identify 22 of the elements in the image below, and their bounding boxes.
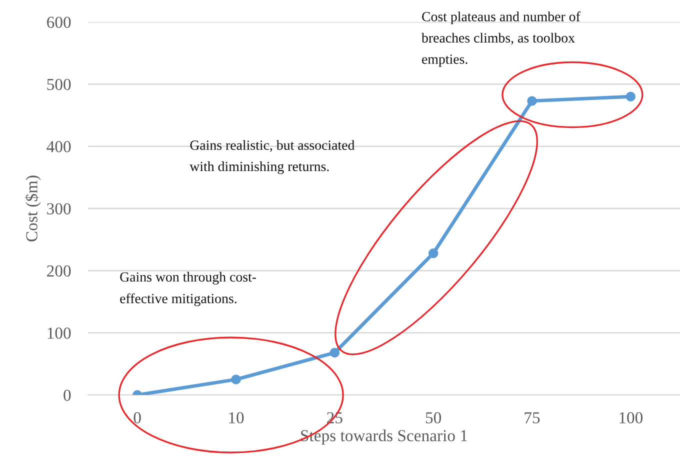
x-tick-label: 10	[229, 412, 244, 424]
y-tick-label: 0	[64, 390, 71, 401]
y-axis-title: Cost ($m)	[25, 176, 41, 242]
point	[428, 248, 438, 258]
annotation: Gains realistic, but associated with diminishing returns.	[190, 140, 355, 174]
y-tick-label: 600	[47, 16, 71, 28]
x-tick-label: 75	[524, 412, 540, 424]
y-tick-label: 200	[47, 265, 71, 277]
x-tick-label: 0	[134, 412, 141, 424]
y-tick-label: 100	[48, 328, 71, 339]
annotation: Gains won through cost- effective mitigations.	[120, 272, 256, 306]
point	[231, 374, 241, 384]
annotation: Cost plateaus and number of breaches climbs, as toolbox empties.	[421, 11, 580, 67]
point	[626, 92, 636, 102]
point	[527, 96, 537, 106]
y-tick-label: 400	[46, 141, 71, 152]
point	[330, 348, 340, 358]
y-tick-label: 500	[47, 78, 71, 90]
x-axis-title: Steps towards Scenario 1	[301, 430, 468, 445]
x-tick-label: 50	[426, 412, 442, 424]
x-tick-label: 100	[620, 412, 643, 424]
y-tick-label: 300	[47, 203, 71, 214]
